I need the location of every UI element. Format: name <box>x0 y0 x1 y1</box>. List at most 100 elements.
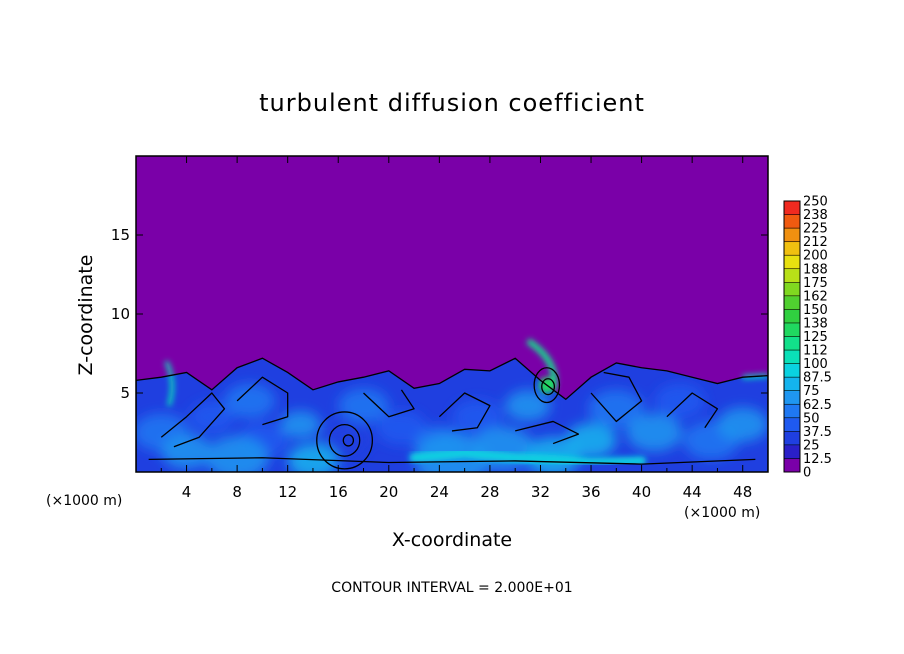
diffusion-patch <box>287 443 339 472</box>
colorbar-label: 150 <box>803 303 828 318</box>
colorbar-segment <box>784 336 800 351</box>
chart-title: turbulent diffusion coefficient <box>259 89 645 117</box>
x-tick-label: 28 <box>480 483 499 501</box>
colorbar-segment <box>784 214 800 229</box>
turbulence-field <box>136 338 768 472</box>
colorbar-segment <box>784 241 800 256</box>
diffusion-patch <box>280 410 321 439</box>
colorbar-segment <box>784 390 800 405</box>
colorbar-label: 37.5 <box>803 425 832 440</box>
colorbar-label: 175 <box>803 276 828 291</box>
contour-line <box>363 389 415 418</box>
colorbar-label: 12.5 <box>803 452 832 467</box>
colorbar-label: 87.5 <box>803 371 832 386</box>
contour-line <box>136 357 768 472</box>
colorbar-segment <box>784 268 800 283</box>
diffusion-patch <box>224 383 276 419</box>
colorbar-segment <box>784 458 800 473</box>
contour-line <box>541 378 556 396</box>
diffusion-patch <box>505 389 551 422</box>
x-tick-label: 40 <box>632 483 651 501</box>
colorbar-segment <box>784 363 800 378</box>
colorbar-label: 162 <box>803 289 828 304</box>
colorbar-label: 112 <box>803 344 828 359</box>
diffusion-patch <box>588 389 645 428</box>
contour-line <box>666 392 719 429</box>
x-tick-label: 48 <box>733 483 752 501</box>
contour-interval-note: CONTOUR INTERVAL = 2.000E+01 <box>331 580 572 596</box>
x-tick-label: 44 <box>683 483 702 501</box>
colorbar-segment <box>784 322 800 337</box>
x-tick-label: 32 <box>531 483 550 501</box>
diffusion-patch <box>189 401 235 433</box>
y-tick-label: 10 <box>111 305 130 323</box>
colorbar-label: 62.5 <box>803 398 832 413</box>
y-tick-label: 15 <box>111 226 130 244</box>
colorbar-segment <box>784 350 800 365</box>
contour-line <box>236 376 289 426</box>
contour-line <box>438 392 491 432</box>
colorbar-label: 50 <box>803 411 820 426</box>
contour-line <box>316 411 374 470</box>
contours <box>136 357 768 472</box>
x-tick-label: 24 <box>430 483 449 501</box>
colorbar-label: 0 <box>803 466 811 481</box>
contour-line <box>148 457 756 465</box>
diffusion-patch <box>338 388 389 424</box>
diffusion-patch <box>161 434 212 469</box>
diffusion-patch <box>626 413 683 452</box>
diffusion-patch <box>376 410 427 446</box>
x-tick-label: 8 <box>232 483 242 501</box>
contour-line <box>590 371 643 423</box>
colorbar-label: 200 <box>803 249 828 264</box>
colorbar-label: 188 <box>803 262 828 277</box>
y-tick-label: 5 <box>120 384 130 402</box>
diffusion-patch <box>717 407 768 442</box>
diffusion-patch <box>452 399 503 435</box>
colorbar-label: 25 <box>803 438 820 453</box>
colorbar-label: 138 <box>803 316 828 331</box>
colorbar-segment <box>784 201 800 216</box>
x-tick-label: 12 <box>278 483 297 501</box>
x-tick-label: 4 <box>182 483 192 501</box>
colorbar-segment <box>784 295 800 310</box>
filament-line <box>164 360 175 407</box>
colorbar-label: 75 <box>803 384 820 399</box>
colorbar-label: 225 <box>803 222 828 237</box>
colorbar-segment <box>784 377 800 392</box>
y-ticks: 5 10 15 <box>111 226 768 402</box>
contour-line <box>515 420 580 445</box>
colorbar-segment <box>784 417 800 432</box>
x-axis-label: X-coordinate <box>392 529 512 551</box>
colorbar-segment <box>784 404 800 419</box>
contour-line <box>533 367 561 404</box>
contour-line <box>328 423 361 457</box>
colorbar-segment <box>784 444 800 459</box>
diffusion-patch <box>565 423 617 458</box>
x-unit-label-right: (×1000 m) <box>684 505 760 521</box>
colorbar-label: 238 <box>803 208 828 223</box>
colorbar-segment <box>784 431 800 446</box>
x-unit-label-left: (×1000 m) <box>46 493 122 509</box>
colorbar-segment <box>784 309 800 324</box>
colorbar-segment <box>784 255 800 270</box>
x-tick-label: 16 <box>329 483 348 501</box>
contour-line <box>342 434 355 447</box>
colorbar-segment <box>784 228 800 243</box>
y-axis-label: Z-coordinate <box>75 255 97 376</box>
x-ticks: 4 8 12 16 20 24 28 32 36 40 44 48 <box>160 156 752 501</box>
colorbar-segment <box>784 282 800 297</box>
colorbar-label: 125 <box>803 330 828 345</box>
contour-line <box>160 392 226 448</box>
colorbar-label: 100 <box>803 357 828 372</box>
colorbar-label: 250 <box>803 195 828 210</box>
surface-band-line <box>409 448 647 468</box>
diffusion-patch <box>205 436 269 472</box>
colorbar-label: 212 <box>803 235 828 250</box>
x-tick-label: 36 <box>581 483 600 501</box>
surface-band <box>409 448 647 468</box>
colorbar: 012.52537.55062.57587.510011212513815016… <box>783 195 832 481</box>
diffusion-patch <box>654 383 705 419</box>
